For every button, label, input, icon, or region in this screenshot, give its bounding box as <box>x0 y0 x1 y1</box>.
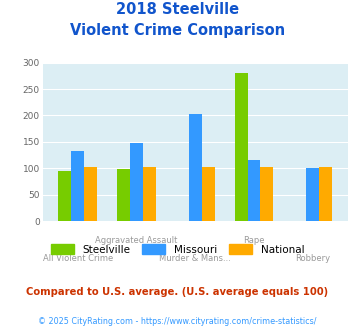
Bar <box>247 160 261 221</box>
Bar <box>84 167 97 221</box>
Text: All Violent Crime: All Violent Crime <box>43 254 113 263</box>
Bar <box>235 73 247 221</box>
Bar <box>59 171 71 221</box>
Bar <box>319 167 332 221</box>
Bar <box>143 167 156 221</box>
Bar <box>130 143 143 221</box>
Bar <box>71 151 84 221</box>
Text: © 2025 CityRating.com - https://www.cityrating.com/crime-statistics/: © 2025 CityRating.com - https://www.city… <box>38 317 317 326</box>
Text: 2018 Steelville: 2018 Steelville <box>116 2 239 16</box>
Text: Murder & Mans...: Murder & Mans... <box>159 254 231 263</box>
Text: Compared to U.S. average. (U.S. average equals 100): Compared to U.S. average. (U.S. average … <box>26 287 329 297</box>
Bar <box>202 167 215 221</box>
Text: Aggravated Assault: Aggravated Assault <box>95 236 178 245</box>
Text: Rape: Rape <box>243 236 265 245</box>
Bar <box>261 167 273 221</box>
Text: Robbery: Robbery <box>295 254 330 263</box>
Legend: Steelville, Missouri, National: Steelville, Missouri, National <box>51 245 304 255</box>
Bar <box>189 115 202 221</box>
Bar <box>117 169 130 221</box>
Text: Violent Crime Comparison: Violent Crime Comparison <box>70 23 285 38</box>
Bar <box>306 168 319 221</box>
